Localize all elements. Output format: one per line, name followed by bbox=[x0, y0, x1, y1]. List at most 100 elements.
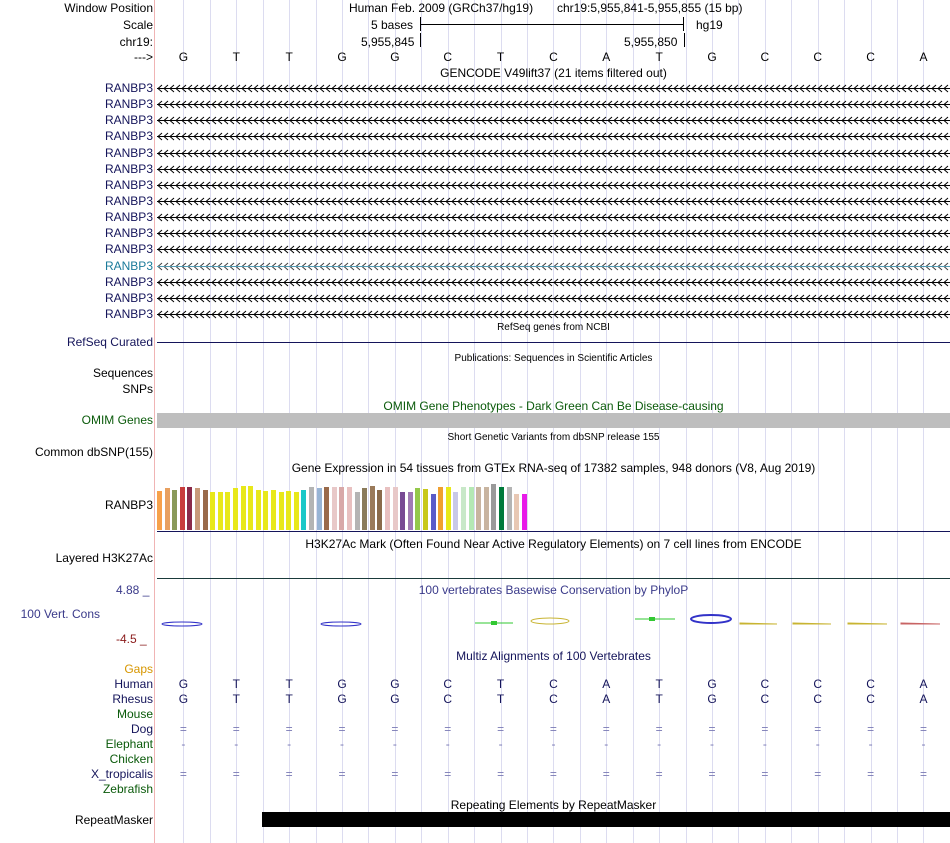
gtex-tissue-bar[interactable] bbox=[217, 492, 223, 530]
dbsnp-track-label[interactable]: Common dbSNP(155) bbox=[34, 445, 153, 459]
gtex-tissue-bar[interactable] bbox=[331, 487, 337, 530]
gtex-tissue-bar[interactable] bbox=[179, 487, 185, 530]
phylop-conservation-plot[interactable] bbox=[157, 608, 950, 634]
gencode-track-title[interactable]: GENCODE V49lift37 (21 items filtered out… bbox=[440, 66, 667, 80]
gtex-tissue-bar[interactable] bbox=[187, 487, 193, 530]
gtex-track-label[interactable]: RANBP3 bbox=[104, 498, 153, 512]
gencode-item-label[interactable]: RANBP3 bbox=[104, 290, 153, 305]
gtex-tissue-bar[interactable] bbox=[324, 487, 330, 530]
gtex-tissue-bar[interactable] bbox=[392, 487, 398, 530]
gtex-tissue-bar[interactable] bbox=[499, 487, 504, 530]
gencode-transcript[interactable] bbox=[157, 309, 950, 319]
gtex-tissue-bar[interactable] bbox=[316, 488, 322, 530]
gencode-item-label[interactable]: RANBP3 bbox=[104, 97, 153, 112]
gencode-item-label[interactable]: RANBP3 bbox=[104, 210, 153, 225]
gtex-tissue-bar[interactable] bbox=[483, 487, 489, 530]
gtex-tissue-bar[interactable] bbox=[491, 484, 497, 530]
multiz-species-label[interactable]: Chicken bbox=[109, 752, 153, 766]
refseq-track-label[interactable]: RefSeq Curated bbox=[66, 335, 153, 349]
gencode-item-label[interactable]: RANBP3 bbox=[104, 258, 153, 273]
gencode-transcript[interactable] bbox=[157, 164, 950, 174]
multiz-species-label[interactable]: Rhesus bbox=[112, 692, 153, 706]
gtex-tissue-bar[interactable] bbox=[415, 488, 421, 530]
gencode-transcript[interactable] bbox=[157, 100, 950, 110]
omim-track-title[interactable]: OMIM Gene Phenotypes - Dark Green Can Be… bbox=[383, 399, 724, 413]
gtex-tissue-bar[interactable] bbox=[195, 488, 200, 530]
gtex-tissue-bar[interactable] bbox=[369, 486, 375, 530]
multiz-species-label[interactable]: Mouse bbox=[116, 707, 153, 721]
gtex-tissue-bar[interactable] bbox=[271, 490, 276, 530]
h3k27ac-track-title[interactable]: H3K27Ac Mark (Often Found Near Active Re… bbox=[305, 537, 802, 551]
gencode-transcript[interactable] bbox=[157, 213, 950, 223]
gtex-tissue-bar[interactable] bbox=[362, 488, 368, 530]
gtex-tissue-bar[interactable] bbox=[468, 487, 474, 530]
gtex-tissue-bar[interactable] bbox=[423, 489, 428, 530]
gencode-item-label[interactable]: RANBP3 bbox=[104, 306, 153, 321]
gencode-transcript[interactable] bbox=[157, 84, 950, 93]
publications-track-title[interactable]: Publications: Sequences in Scientific Ar… bbox=[454, 353, 653, 364]
gtex-tissue-bar[interactable] bbox=[514, 494, 520, 530]
gtex-tissue-bar[interactable] bbox=[377, 490, 383, 530]
gtex-tissue-bar[interactable] bbox=[255, 490, 261, 530]
multiz-track-title[interactable]: Multiz Alignments of 100 Vertebrates bbox=[456, 649, 651, 663]
gtex-tissue-bar[interactable] bbox=[278, 492, 284, 530]
gtex-bar-chart[interactable] bbox=[157, 476, 557, 530]
gtex-tissue-bar[interactable] bbox=[476, 487, 482, 530]
gtex-tissue-bar[interactable] bbox=[339, 487, 345, 530]
gencode-transcript[interactable] bbox=[157, 277, 950, 287]
multiz-species-label[interactable]: Zebrafish bbox=[102, 782, 153, 796]
multiz-species-label[interactable]: Human bbox=[114, 677, 153, 691]
phylop-track-title[interactable]: 100 vertebrates Basewise Conservation by… bbox=[418, 583, 689, 597]
repeatmasker-element[interactable] bbox=[262, 812, 950, 827]
gtex-tissue-bar[interactable] bbox=[225, 492, 231, 530]
gencode-item-label[interactable]: RANBP3 bbox=[104, 242, 153, 257]
gtex-tissue-bar[interactable] bbox=[407, 492, 413, 530]
multiz-species-label[interactable]: X_tropicalis bbox=[90, 767, 153, 781]
omim-track-label[interactable]: OMIM Genes bbox=[81, 413, 153, 427]
gencode-item-label[interactable]: RANBP3 bbox=[104, 81, 153, 95]
gencode-transcript[interactable] bbox=[157, 196, 950, 206]
multiz-species-label[interactable]: Elephant bbox=[105, 737, 153, 751]
gtex-tissue-bar[interactable] bbox=[157, 491, 162, 530]
gtex-tissue-bar[interactable] bbox=[240, 486, 246, 530]
phylop-track-label[interactable]: 100 Vert. Cons bbox=[20, 607, 100, 621]
gencode-item-label[interactable]: RANBP3 bbox=[104, 226, 153, 241]
gencode-transcript[interactable] bbox=[157, 261, 950, 271]
gtex-tissue-bar[interactable] bbox=[438, 487, 444, 530]
refseq-track-title[interactable]: RefSeq genes from NCBI bbox=[497, 322, 610, 333]
repeatmasker-track-label[interactable]: RepeatMasker bbox=[74, 813, 153, 827]
gtex-tissue-bar[interactable] bbox=[400, 492, 406, 530]
gtex-tissue-bar[interactable] bbox=[309, 487, 314, 530]
gtex-tissue-bar[interactable] bbox=[202, 490, 208, 530]
gtex-tissue-bar[interactable] bbox=[445, 487, 451, 530]
gencode-transcript[interactable] bbox=[157, 148, 950, 158]
gencode-item-label[interactable]: RANBP3 bbox=[104, 193, 153, 208]
gencode-item-label[interactable]: RANBP3 bbox=[104, 129, 153, 144]
gtex-tissue-bar[interactable] bbox=[385, 487, 390, 530]
gencode-item-label[interactable]: RANBP3 bbox=[104, 113, 153, 128]
gtex-tissue-bar[interactable] bbox=[347, 487, 352, 530]
gtex-tissue-bar[interactable] bbox=[293, 492, 299, 530]
multiz-gaps-label[interactable]: Gaps bbox=[124, 662, 153, 676]
gtex-tissue-bar[interactable] bbox=[233, 488, 238, 530]
multiz-species-label[interactable]: Dog bbox=[130, 722, 153, 736]
gencode-transcript[interactable] bbox=[157, 132, 950, 142]
gtex-tissue-bar[interactable] bbox=[354, 492, 360, 530]
omim-gene-bar[interactable] bbox=[157, 413, 950, 428]
gtex-tissue-bar[interactable] bbox=[286, 491, 292, 530]
h3k27ac-track-label[interactable]: Layered H3K27Ac bbox=[55, 551, 153, 565]
gtex-tissue-bar[interactable] bbox=[430, 494, 436, 530]
repeatmasker-track-title[interactable]: Repeating Elements by RepeatMasker bbox=[450, 798, 657, 812]
gtex-tissue-bar[interactable] bbox=[461, 487, 466, 530]
gtex-tissue-bar[interactable] bbox=[248, 486, 254, 530]
gtex-tissue-bar[interactable] bbox=[301, 490, 307, 530]
gtex-tissue-bar[interactable] bbox=[521, 494, 527, 530]
gencode-transcript[interactable] bbox=[157, 116, 950, 126]
gencode-item-label[interactable]: RANBP3 bbox=[104, 161, 153, 176]
gtex-track-title[interactable]: Gene Expression in 54 tissues from GTEx … bbox=[291, 461, 816, 475]
publications-snps-label[interactable]: SNPs bbox=[122, 382, 153, 396]
gencode-item-label[interactable]: RANBP3 bbox=[104, 177, 153, 192]
gencode-transcript[interactable] bbox=[157, 245, 950, 255]
gencode-transcript[interactable] bbox=[157, 293, 950, 303]
gtex-tissue-bar[interactable] bbox=[453, 492, 459, 530]
